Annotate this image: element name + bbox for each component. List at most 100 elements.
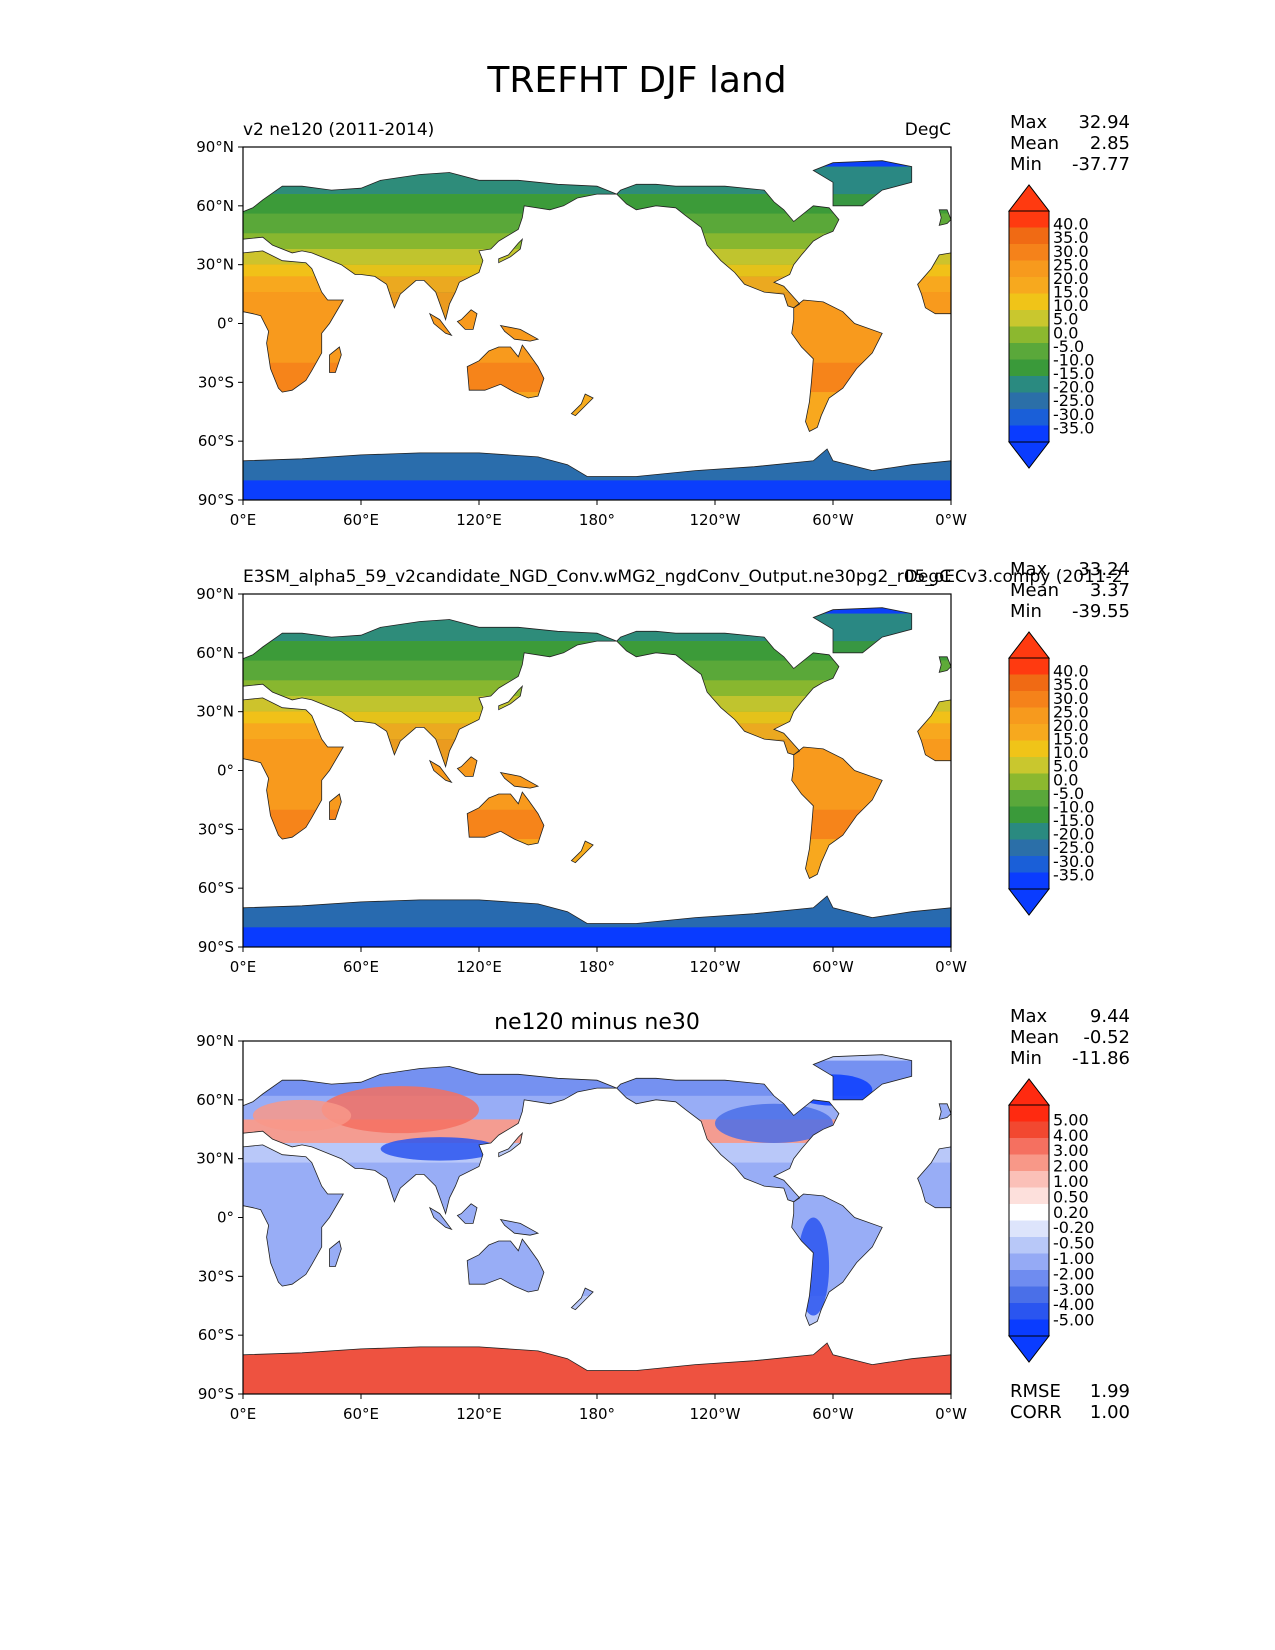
colorbar-label: 10.0	[1053, 296, 1089, 315]
coastline	[938, 1103, 951, 1120]
colorbar-swatch	[1009, 757, 1049, 774]
colorbar-label: -25.0	[1053, 391, 1094, 410]
x-tick-label: 0°W	[935, 511, 967, 529]
colorbar-swatch	[1009, 1253, 1049, 1271]
field-band	[243, 927, 951, 947]
colorbar-label: 1.00	[1053, 1172, 1089, 1191]
coastline	[499, 1218, 540, 1236]
stat-label: Max	[1010, 1006, 1048, 1027]
x-tick-label: 180°	[579, 511, 615, 529]
colorbar-label: -0.20	[1053, 1218, 1094, 1237]
coastline	[243, 448, 951, 500]
colorbar-label: -4.00	[1053, 1295, 1094, 1314]
coastline	[791, 746, 883, 879]
stat-label: Min	[1010, 1048, 1042, 1069]
coastline	[616, 1077, 840, 1203]
colorbar-swatch	[1009, 674, 1049, 692]
colorbar-label: -5.00	[1053, 1311, 1094, 1330]
colorbar-swatch	[1009, 724, 1049, 741]
colorbar-swatch	[1009, 211, 1049, 228]
x-tick-label: 60°E	[343, 1405, 379, 1423]
y-tick-label: 30°S	[198, 820, 234, 838]
colorbar-label: 35.0	[1053, 228, 1089, 247]
colorbar: 40.035.030.025.020.015.010.05.00.0-5.0-1…	[1007, 184, 1094, 469]
colorbar-label: -15.0	[1053, 811, 1094, 830]
x-tick-label: 0°W	[935, 1405, 967, 1423]
colorbar-label: 4.00	[1053, 1126, 1089, 1145]
x-tick-label: 0°E	[230, 1405, 257, 1423]
colorbar-swatch	[1009, 260, 1049, 278]
colorbar-label: 30.0	[1053, 242, 1089, 261]
y-tick-label: 30°S	[198, 373, 234, 391]
colorbar-label: 15.0	[1053, 730, 1089, 749]
coastline	[243, 1342, 951, 1394]
map-panel-2: 0°E 60°E 120°E 180° 120°W 60°W 0°W 90°N 60°N 30°N…	[196, 559, 1130, 976]
coastline	[616, 630, 840, 756]
colorbar-label: 40.0	[1053, 662, 1089, 681]
colorbar-label: 0.50	[1053, 1187, 1089, 1206]
colorbar-swatch	[1009, 691, 1049, 708]
colorbar-frame	[1008, 657, 1050, 890]
colorbar-swatch	[1009, 839, 1049, 857]
stat-value: 1.00	[1090, 1402, 1130, 1423]
x-tick-label: 60°W	[812, 1405, 854, 1423]
colorbar-swatch	[1009, 326, 1049, 344]
stat-value: 33.24	[1078, 559, 1130, 580]
y-tick-label: 0°	[217, 1209, 234, 1227]
stat-value: 3.37	[1090, 580, 1130, 601]
colorbar-swatch	[1009, 1270, 1049, 1287]
colorbar-swatch	[1009, 310, 1049, 327]
map-panel-1: 0°E 60°E 120°E 180° 120°W 60°W 0°W 90°N 60°N 30°N…	[196, 112, 1130, 529]
coastline	[938, 656, 951, 673]
y-tick-label: 90°N	[196, 585, 234, 603]
y-tick-label: 90°N	[196, 1032, 234, 1050]
colorbar-swatch	[1009, 1187, 1049, 1205]
coastline	[243, 172, 617, 321]
coastline	[243, 250, 344, 393]
colorbar-label: -30.0	[1053, 852, 1094, 871]
colorbar-label: 10.0	[1053, 743, 1089, 762]
colorbar-label: 5.00	[1053, 1110, 1089, 1129]
colorbar-swatch	[1009, 1138, 1049, 1155]
colorbar-swatch	[1009, 425, 1049, 443]
y-tick-label: 90°S	[198, 938, 234, 956]
colorbar-swatch	[1009, 1154, 1049, 1172]
y-tick-label: 30°S	[198, 1267, 234, 1285]
coastline	[456, 309, 478, 330]
x-tick-label: 60°E	[343, 958, 379, 976]
colorbar-label: -0.50	[1053, 1234, 1094, 1253]
field-band	[243, 480, 951, 500]
stat-label: Min	[1010, 154, 1042, 175]
colorbar-swatch	[1009, 1220, 1049, 1238]
panel-title: ne120 minus ne30	[494, 1010, 700, 1035]
y-tick-label: 90°S	[198, 491, 234, 509]
coastline	[570, 1287, 594, 1311]
coastline	[456, 1203, 478, 1224]
stat-label: Min	[1010, 601, 1042, 622]
colorbar-swatch	[1009, 773, 1049, 791]
y-tick-label: 90°S	[198, 1385, 234, 1403]
coastline	[499, 324, 540, 342]
colorbar-extend-bottom	[1007, 888, 1051, 916]
colorbar-swatch	[1009, 658, 1049, 675]
stat-value: -0.52	[1083, 1027, 1130, 1048]
colorbar-label: -5.0	[1053, 337, 1084, 356]
stat-value: 1.99	[1090, 1381, 1130, 1402]
colorbar-label: 0.0	[1053, 323, 1078, 342]
panel-units: DegC	[905, 567, 951, 587]
colorbar-swatch	[1009, 823, 1049, 840]
colorbar-label: -15.0	[1053, 364, 1094, 383]
coastline	[938, 209, 951, 226]
x-tick-label: 120°E	[456, 1405, 502, 1423]
colorbar-label: 15.0	[1053, 283, 1089, 302]
colorbar-label: 25.0	[1053, 702, 1089, 721]
colorbar-label: 3.00	[1053, 1141, 1089, 1160]
y-tick-label: 60°N	[196, 644, 234, 662]
colorbar-swatch	[1009, 1121, 1049, 1139]
colorbar-label: -10.0	[1053, 797, 1094, 816]
coastline	[812, 160, 913, 207]
colorbar-swatch	[1009, 293, 1049, 311]
coastline	[616, 183, 840, 309]
y-tick-label: 60°S	[198, 879, 234, 897]
colorbar-label: 30.0	[1053, 689, 1089, 708]
